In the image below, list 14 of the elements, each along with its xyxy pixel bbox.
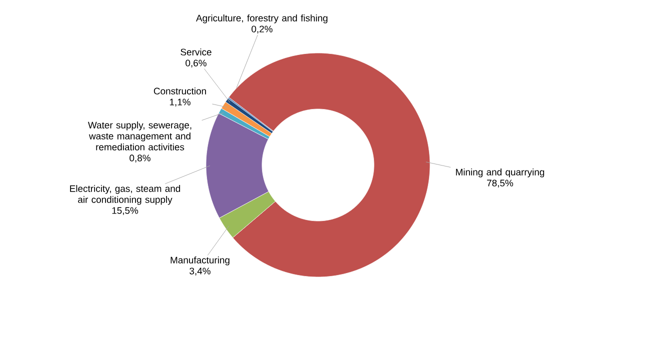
data-label: 3,4%	[190, 268, 210, 276]
data-label: 0,6%	[186, 60, 206, 68]
slice-label: Agriculture, forestry and fishing	[196, 14, 328, 24]
data-label: 0,2%	[252, 26, 272, 34]
data-label: 0,8%	[130, 154, 150, 162]
slice-label: Electricity, gas, steam and air conditioning supply	[70, 185, 180, 205]
slice-label: Service	[180, 48, 212, 56]
slice-label: Water supply, sewerage, waste management and remediation activities	[88, 122, 192, 150]
slice-label: Manufacturing	[170, 256, 230, 266]
slice-label: Mining and quarrying	[456, 168, 544, 178]
data-label: 15,5%	[112, 207, 138, 215]
data-label: 78,5%	[487, 180, 514, 188]
data-label: 1,1%	[170, 98, 190, 107]
slice-label: Construction	[154, 87, 206, 94]
